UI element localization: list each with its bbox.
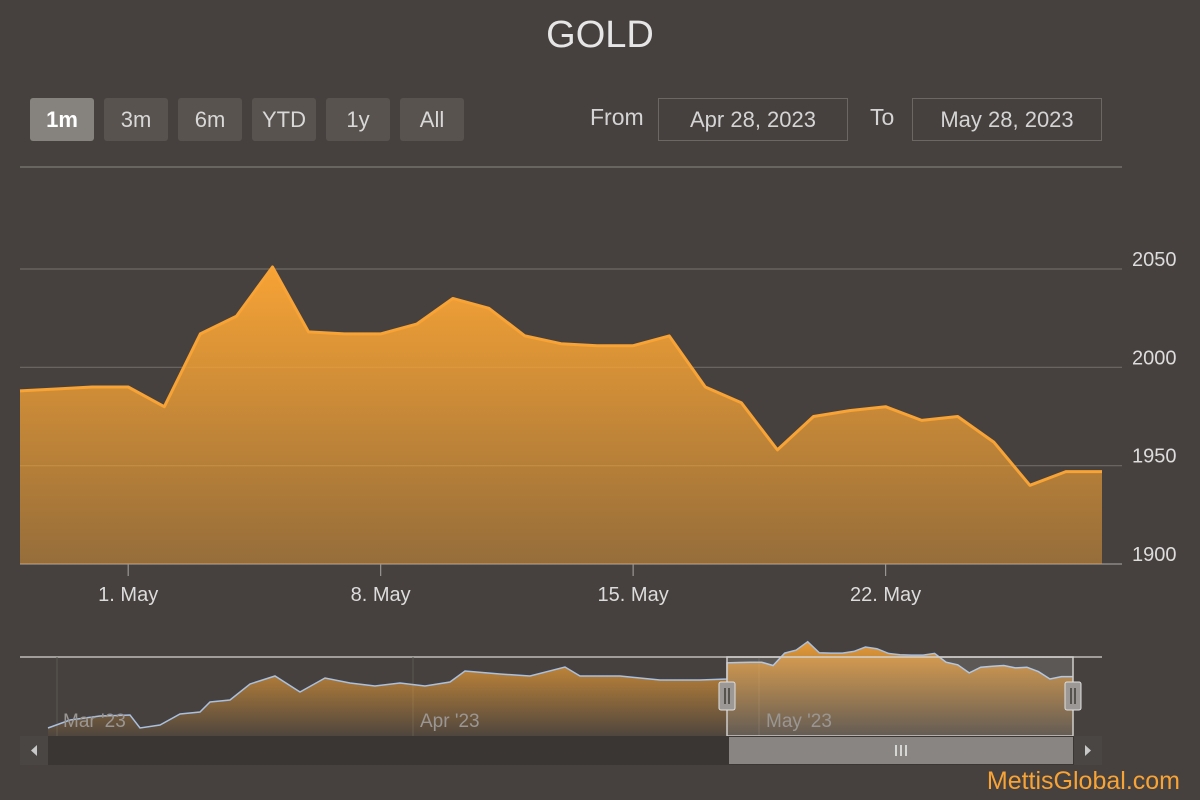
arrow-right-icon — [1085, 745, 1091, 756]
from-label: From — [590, 104, 644, 130]
grip-icon — [895, 745, 907, 756]
navigator[interactable]: Mar '23 Apr '23 May '23 — [20, 640, 1102, 737]
y-tick-label: 2050 — [1132, 249, 1177, 271]
series-area-fill — [20, 267, 1102, 564]
navigator-label-may: May '23 — [766, 711, 832, 732]
x-tick-label: 1. May — [98, 584, 158, 606]
arrow-left-icon — [31, 745, 37, 756]
y-tick-label: 1900 — [1132, 544, 1177, 566]
to-label: To — [870, 104, 895, 130]
range-button-1m[interactable]: 1m — [30, 98, 94, 141]
navigator-line — [47, 640, 1073, 729]
y-axis-ticks: 1900 1950 2000 2050 — [1132, 249, 1177, 566]
y-tick-label: 2000 — [1132, 347, 1177, 369]
watermark: MettisGlobal.com — [986, 767, 1180, 795]
from-date-input[interactable] — [658, 98, 848, 141]
range-button-1y[interactable]: 1y — [326, 98, 390, 141]
range-button-all[interactable]: All — [400, 98, 464, 141]
chart-title: GOLD — [546, 14, 654, 56]
scrollbar[interactable] — [20, 736, 1102, 765]
navigator-handle-right[interactable] — [1064, 681, 1082, 711]
y-tick-label: 1950 — [1132, 446, 1177, 468]
navigator-handle-left[interactable] — [718, 681, 736, 711]
navigator-selection[interactable] — [726, 656, 1074, 737]
to-date-input[interactable] — [912, 98, 1102, 141]
x-tick-label: 22. May — [850, 584, 921, 606]
x-tick-label: 15. May — [598, 584, 669, 606]
navigator-label-mar: Mar '23 — [63, 711, 126, 732]
series-line — [19, 265, 1102, 487]
range-button-ytd[interactable]: YTD — [252, 98, 316, 141]
x-tick-label: 8. May — [351, 584, 411, 606]
navigator-area — [48, 641, 1073, 736]
x-axis-ticks: 1. May 8. May 15. May 22. May — [98, 564, 921, 606]
range-button-3m[interactable]: 3m — [104, 98, 168, 141]
navigator-label-apr: Apr '23 — [420, 711, 480, 732]
range-button-6m[interactable]: 6m — [178, 98, 242, 141]
